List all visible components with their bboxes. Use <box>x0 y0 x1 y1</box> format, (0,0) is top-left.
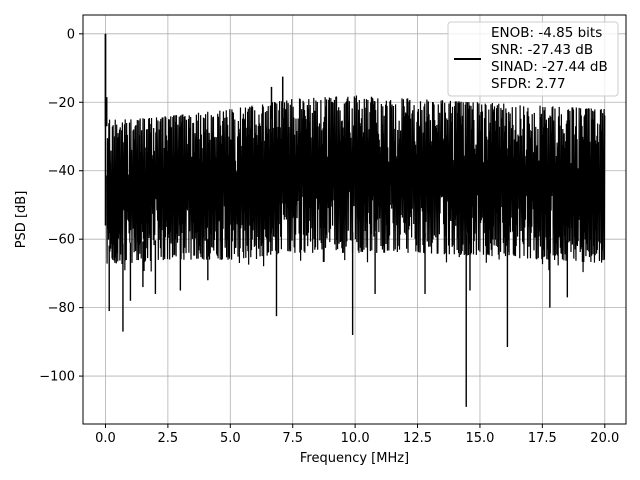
plot-area <box>104 33 606 407</box>
x-tick-label: 2.5 <box>158 431 179 446</box>
y-tick-label: −80 <box>48 301 75 316</box>
x-tick-label: 15.0 <box>465 431 494 446</box>
legend: ENOB: -4.85 bits SNR: -27.43 dB SINAD: -… <box>447 21 619 97</box>
axes-frame <box>82 14 627 425</box>
y-tick-label: −100 <box>39 370 75 385</box>
x-axis-label: Frequency [MHz] <box>300 451 409 466</box>
x-tick-label: 0.0 <box>95 431 116 446</box>
legend-sfdr: SFDR: 2.77 <box>491 76 566 92</box>
x-tick-label: 17.5 <box>528 431 557 446</box>
legend-enob: ENOB: -4.85 bits <box>491 25 602 41</box>
legend-sinad: SINAD: -27.44 dB <box>491 59 608 75</box>
x-tick-label: 12.5 <box>403 431 432 446</box>
legend-snr: SNR: -27.43 dB <box>491 42 593 58</box>
y-tick-label: 0 <box>67 27 75 42</box>
x-tick-label: 20.0 <box>590 431 619 446</box>
y-axis-label: PSD [dB] <box>14 191 29 249</box>
x-tick-label: 10.0 <box>341 431 370 446</box>
y-tick-label: −40 <box>48 164 75 179</box>
y-axis-ticks: 0 −20 −40 −60 −80 −100 <box>39 27 83 385</box>
x-tick-label: 5.0 <box>220 431 241 446</box>
psd-series-line <box>106 95 606 273</box>
y-tick-label: −20 <box>48 96 75 111</box>
x-tick-label: 7.5 <box>282 431 303 446</box>
y-tick-label: −60 <box>48 233 75 248</box>
legend-box <box>447 21 619 97</box>
x-axis-ticks: 0.0 2.5 5.0 7.5 10.0 12.5 15.0 17.5 20.0 <box>95 424 619 446</box>
